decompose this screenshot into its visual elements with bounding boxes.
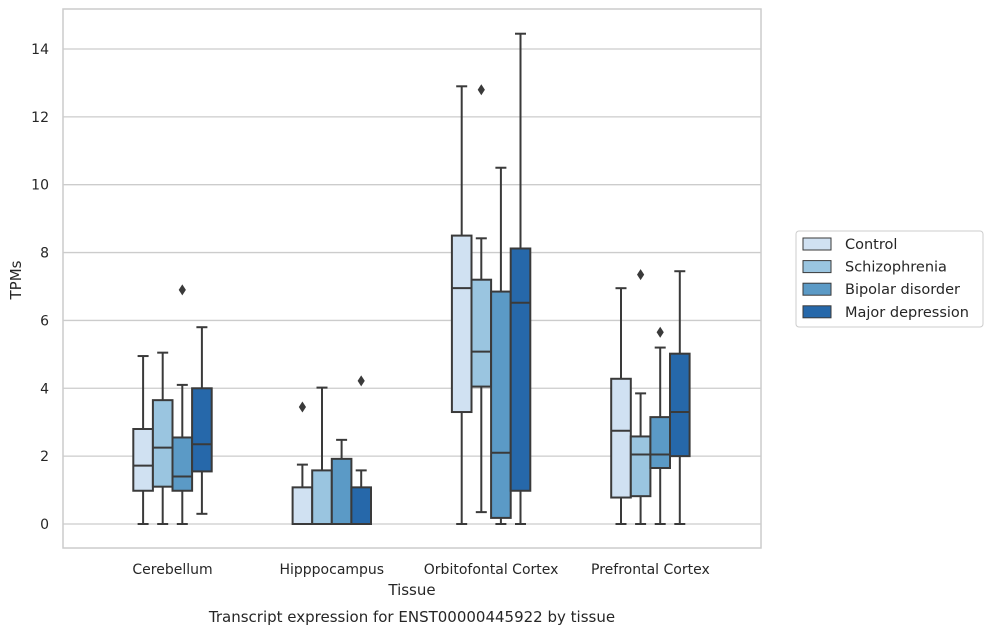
outlier-marker [477, 84, 485, 96]
x-tick-label: Orbitofontal Cortex [424, 562, 559, 578]
figure-caption: Transcript expression for ENST0000044592… [208, 608, 615, 626]
box-iqr [151, 399, 174, 488]
box-control [132, 355, 154, 525]
y-tick-label: 6 [40, 313, 49, 329]
box-iqr [132, 427, 154, 492]
legend-swatch [802, 305, 832, 319]
legend-frame [795, 230, 984, 328]
box-major-depression [350, 375, 372, 525]
y-axis-title: TPMs [7, 260, 25, 300]
legend-swatch [802, 237, 832, 251]
y-tick-label: 2 [40, 449, 49, 465]
legend-swatch [802, 260, 832, 274]
box-bipolar-disorder [649, 326, 672, 525]
legend-label: Control [845, 237, 897, 253]
outlier-marker [357, 375, 365, 387]
outlier-marker [178, 284, 186, 296]
x-tick-label: Prefrontal Cortex [591, 562, 710, 578]
box-iqr [470, 278, 493, 388]
box-control [291, 401, 314, 525]
box-iqr [450, 234, 473, 414]
box-iqr [350, 486, 372, 525]
box-iqr [649, 416, 672, 470]
x-tick-label: Hipppocampus [279, 562, 384, 578]
outlier-marker [637, 269, 645, 281]
x-axis-ticks: Cerebellum Hipppocampus Orbitofontal Corte… [132, 562, 709, 578]
x-tick-label: Cerebellum [132, 562, 212, 578]
box-bipolar-disorder [490, 166, 512, 525]
boxes-layer [132, 32, 691, 525]
box-iqr [629, 435, 652, 498]
x-axis-title: Tissue [387, 581, 435, 599]
box-bipolar-disorder [171, 284, 194, 525]
legend-label: Bipolar disorder [845, 282, 960, 298]
box-iqr [330, 457, 353, 525]
box-schizophrenia [151, 351, 174, 525]
box-iqr [490, 290, 512, 519]
legend: Control Schizophrenia Bipolar disorder Majo… [795, 230, 984, 328]
box-control [610, 287, 632, 525]
legend-swatch [802, 282, 832, 296]
box-iqr [610, 377, 632, 499]
box-iqr [311, 469, 333, 525]
box-bipolar-disorder [330, 438, 353, 525]
y-tick-label: 14 [31, 42, 49, 58]
box-iqr [669, 352, 691, 458]
box-major-depression [509, 32, 532, 525]
legend-label: Schizophrenia [845, 260, 947, 276]
outlier-marker [656, 326, 664, 338]
box-iqr [509, 247, 532, 492]
legend-items: Control Schizophrenia Bipolar disorder Majo… [802, 237, 969, 321]
box-iqr [191, 387, 213, 473]
legend-label: Major depression [845, 305, 969, 321]
box-major-depression [191, 326, 213, 515]
box-major-depression [669, 270, 691, 525]
y-axis-ticks: 0 2 4 6 8 10 12 14 [31, 42, 49, 533]
box-control [450, 85, 473, 525]
box-iqr [291, 486, 314, 525]
y-tick-label: 0 [40, 517, 49, 533]
y-tick-label: 8 [40, 246, 49, 262]
box-iqr [171, 436, 194, 492]
outlier-marker [298, 401, 306, 413]
y-tick-label: 4 [40, 381, 49, 397]
y-tick-label: 12 [31, 110, 49, 126]
y-tick-label: 10 [31, 178, 49, 194]
